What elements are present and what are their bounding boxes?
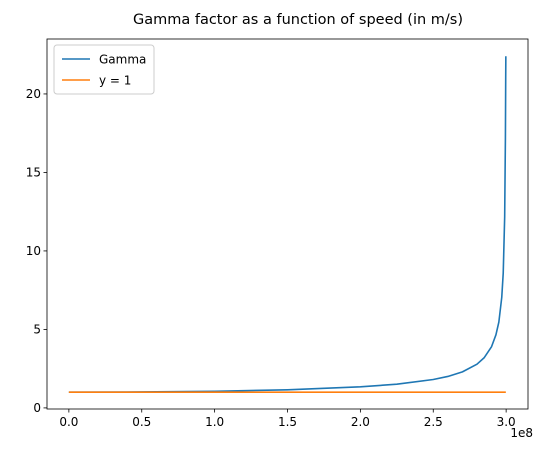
series-line-gamma: [68, 56, 507, 394]
x-offset-label: 1e8: [510, 426, 533, 440]
x-tick-label: 0.0: [59, 415, 78, 429]
legend-box: [53, 44, 155, 95]
y-tick-label: 10: [26, 244, 41, 258]
axes: 0.0 0.5 1.0 1.5 2.0 2.5 3.0 0 5 10 15 20: [26, 38, 529, 429]
chart-title: Gamma factor as a function of speed (in …: [133, 12, 463, 28]
y-tick-label: 0: [33, 401, 41, 415]
x-tick-label: 0.5: [132, 415, 151, 429]
plot-area: [68, 56, 507, 394]
x-tick-label: 1.5: [278, 415, 297, 429]
x-tick-label: 3.0: [497, 415, 516, 429]
x-tick-label: 2.5: [424, 415, 443, 429]
x-tick-label: 1.0: [205, 415, 224, 429]
y-tick-label: 20: [26, 87, 41, 101]
legend-label: y = 1: [99, 73, 131, 87]
legend: Gamma y = 1: [53, 44, 155, 95]
y-tick-label: 5: [33, 323, 41, 337]
x-tick-label: 2.0: [351, 415, 370, 429]
legend-label: Gamma: [99, 52, 146, 66]
y-tick-label: 15: [26, 166, 41, 180]
